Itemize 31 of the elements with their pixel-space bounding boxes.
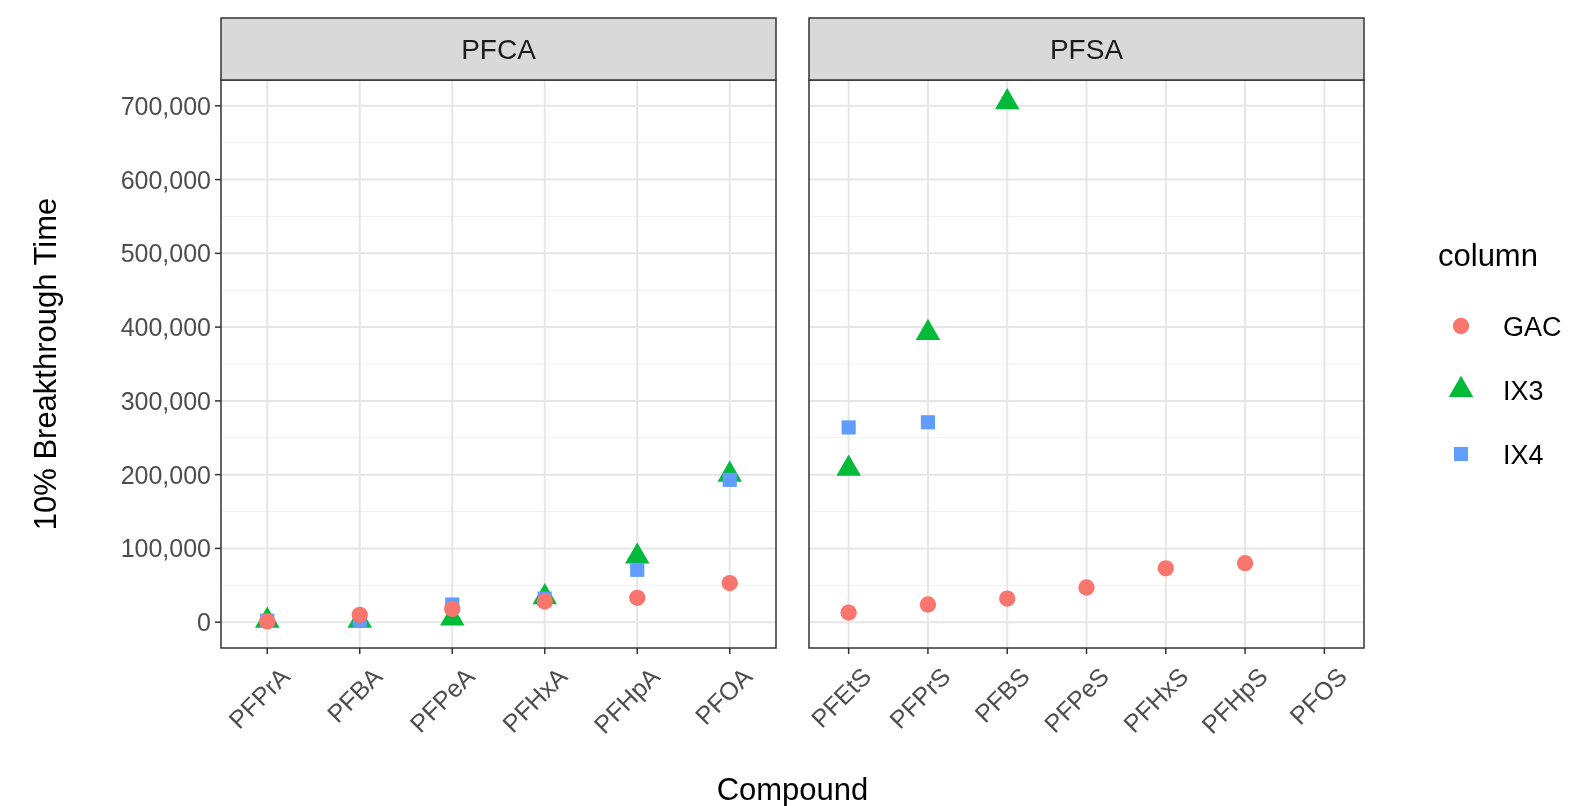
y-axis-title: 10% Breakthrough Time [28,197,63,531]
y-tick-label: 500,000 [120,239,211,268]
x-axis-title: Compound [716,772,869,806]
y-tick-label: 0 [197,608,211,637]
point [919,596,937,613]
point [1236,555,1254,572]
y-tick-label: 400,000 [120,313,211,342]
point [999,590,1016,607]
point [444,600,461,618]
y-tick-label: 700,000 [120,91,211,120]
legend-label: GAC [1503,312,1562,342]
legend-title: column [1438,238,1538,273]
point [721,574,738,592]
point [841,420,856,435]
y-tick-label: 200,000 [120,460,211,489]
legend-label: IX4 [1503,440,1544,470]
legend-label: IX3 [1503,376,1544,406]
chart-title: PFCA [461,34,537,65]
point [840,604,857,621]
point [994,87,1020,110]
chart-title: PFSA [1049,34,1124,65]
y-tick-label: 100,000 [120,534,211,563]
point [629,589,646,606]
point [1078,579,1095,596]
point [915,318,941,341]
y-tick-label: 300,000 [120,386,211,415]
point [722,472,737,487]
y-tick-label: 600,000 [120,165,211,194]
point [630,562,645,577]
point [1157,560,1174,577]
point [920,415,935,430]
